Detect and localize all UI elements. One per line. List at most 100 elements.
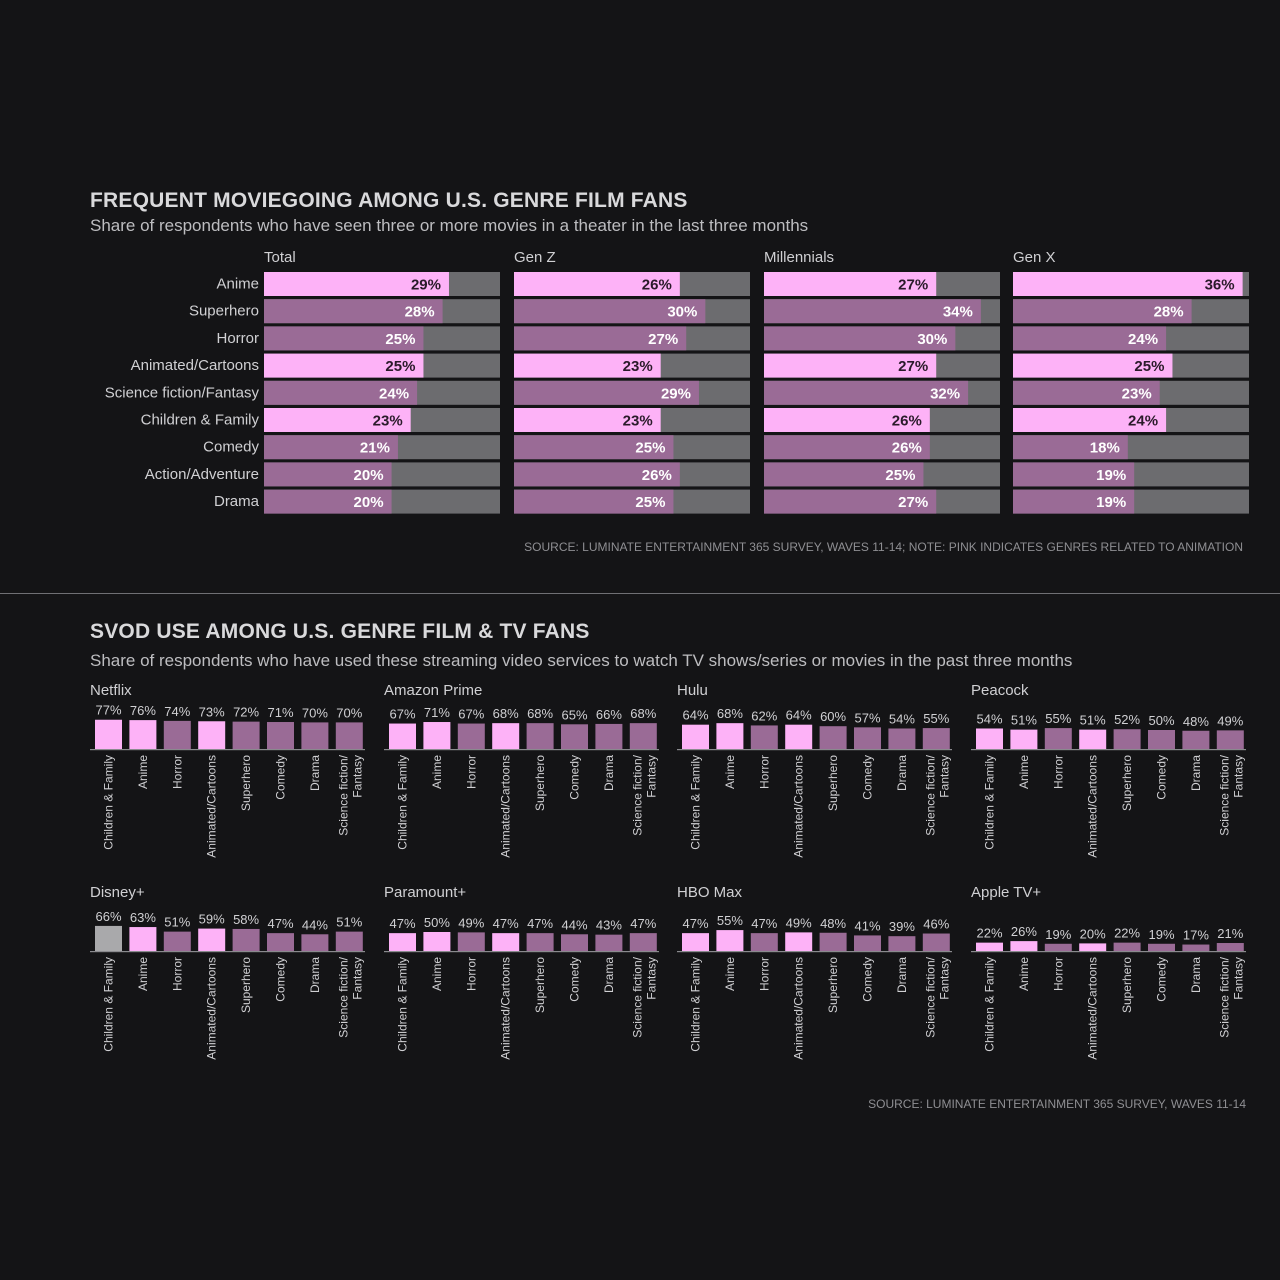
bar-total-action-adventure [264, 462, 392, 487]
bar-hbo-max-anime [716, 930, 744, 951]
bar-amazon-prime-animated-cartoons [492, 723, 520, 749]
moviegoing-bar-chart: Anime Superhero Horror Animated/Cartoons Sci… [105, 249, 1249, 514]
value-label-gen-x-action-adventure: 19% [1096, 467, 1126, 484]
category-label-peacock-comedy: Comedy [1155, 755, 1169, 800]
bar-paramount-horror [457, 932, 485, 951]
row-label-children-family: Children & Family [141, 412, 260, 429]
panel-hbo-max: HBO Max 47% Children & Family 55% Anime 47% Ho… [677, 884, 952, 1060]
value-label-peacock-animated-cartoons: 51% [1080, 713, 1106, 728]
category-label-netflix-comedy: Comedy [274, 755, 288, 800]
value-label-gen-z-animated-cartoons: 23% [623, 358, 653, 375]
value-label-hbo-max-children-family: 47% [682, 916, 708, 931]
value-label-gen-z-children-family: 23% [623, 413, 653, 430]
bar-disney-animated-cartoons [198, 928, 226, 951]
bar-hbo-max-superhero [819, 932, 847, 951]
category-label-hbo-max-children-family: Children & Family [689, 957, 703, 1052]
value-label-hbo-max-horror: 47% [751, 916, 777, 931]
category-label-hbo-max-comedy: Comedy [861, 957, 875, 1002]
bar-millennials-horror [764, 326, 956, 351]
bar-netflix-anime [129, 720, 157, 749]
bar-hbo-max-comedy [854, 935, 881, 951]
value-label-paramount-anime: 50% [424, 915, 450, 930]
category-label-hulu-children-family: Children & Family [689, 755, 703, 850]
panel-paramount: Paramount+ 47% Children & Family 50% Anime 49… [384, 884, 659, 1060]
bar-apple-tv-science-fiction-fantasy [1216, 943, 1244, 951]
bar-hbo-max-children-family [682, 933, 709, 951]
value-label-amazon-prime-comedy: 65% [561, 707, 587, 722]
category-label-netflix-animated-cartoons: Animated/Cartoons [205, 755, 219, 858]
row-label-action-adventure: Action/Adventure [145, 466, 259, 483]
bar-amazon-prime-superhero [526, 723, 554, 749]
bar-hulu-comedy [854, 727, 881, 749]
bar-millennials-superhero [764, 299, 981, 324]
value-label-total-drama: 20% [354, 494, 384, 511]
category-label-netflix-drama: Drama [308, 755, 322, 791]
value-label-disney-comedy: 47% [267, 916, 293, 931]
category-label-disney-horror: Horror [170, 957, 184, 991]
bar-gen-z-anime [514, 272, 680, 296]
panel-amazon-prime: Amazon Prime 67% Children & Family 71% Anime… [384, 682, 659, 858]
baseline-disney [90, 951, 365, 953]
bar-hbo-max-drama [888, 936, 916, 951]
panel-title-amazon-prime: Amazon Prime [384, 682, 482, 699]
category-label-hulu-drama: Drama [895, 755, 909, 791]
value-label-disney-drama: 44% [302, 917, 328, 932]
baseline-amazon-prime [384, 749, 659, 751]
bar-peacock-science-fiction-fantasy [1216, 730, 1244, 749]
bar-hulu-science-fiction-fantasy [922, 728, 950, 749]
value-label-disney-anime: 63% [130, 910, 156, 925]
category-label-netflix-superhero: Superhero [239, 755, 253, 811]
row-label-animated-cartoons: Animated/Cartoons [131, 357, 259, 374]
value-label-gen-x-animated-cartoons: 25% [1134, 358, 1164, 375]
moviegoing-source-note: SOURCE: LUMINATE ENTERTAINMENT 365 SURVE… [524, 540, 1243, 554]
value-label-hulu-anime: 68% [717, 706, 743, 721]
bar-disney-anime [129, 927, 157, 951]
bar-gen-x-comedy [1013, 435, 1128, 460]
value-label-gen-x-drama: 19% [1096, 494, 1126, 511]
value-label-apple-tv-animated-cartoons: 20% [1080, 926, 1106, 941]
bar-total-children-family [264, 408, 411, 432]
bar-apple-tv-children-family [976, 942, 1003, 951]
bar-hulu-anime [716, 723, 744, 749]
category-label-disney-science-fiction-fantasy: Science fiction/Fantasy [336, 956, 364, 1037]
panel-title-gen-z: Gen Z [514, 249, 556, 266]
value-label-paramount-animated-cartoons: 47% [493, 916, 519, 931]
value-label-total-superhero: 28% [405, 304, 435, 321]
value-label-millennials-science-fiction-fantasy: 32% [930, 385, 960, 402]
value-label-millennials-anime: 27% [898, 277, 928, 294]
value-label-apple-tv-horror: 19% [1045, 927, 1071, 942]
category-label-peacock-superhero: Superhero [1120, 755, 1134, 811]
value-label-gen-x-superhero: 28% [1154, 304, 1184, 321]
value-label-hulu-drama: 54% [889, 711, 915, 726]
panel-title-millennials: Millennials [764, 249, 834, 266]
category-label-hbo-max-horror: Horror [757, 957, 771, 991]
bar-total-science-fiction-fantasy [264, 380, 418, 405]
bar-hulu-superhero [819, 726, 847, 749]
panel-netflix: Netflix 77% Children & Family 76% Anime 74% Ho… [90, 682, 365, 858]
value-label-hulu-science-fiction-fantasy: 55% [923, 711, 949, 726]
bar-disney-horror [163, 931, 191, 951]
baseline-peacock [971, 749, 1246, 751]
value-label-hulu-animated-cartoons: 64% [786, 708, 812, 723]
value-label-millennials-horror: 30% [917, 331, 947, 348]
category-label-apple-tv-animated-cartoons: Animated/Cartoons [1086, 957, 1100, 1060]
baseline-netflix [90, 749, 365, 751]
bar-paramount-superhero [526, 933, 554, 951]
bar-apple-tv-superhero [1113, 942, 1141, 951]
value-label-gen-x-science-fiction-fantasy: 23% [1122, 385, 1152, 402]
panel-title-hbo-max: HBO Max [677, 884, 743, 901]
value-label-apple-tv-superhero: 22% [1114, 926, 1140, 941]
panel-title-netflix: Netflix [90, 682, 132, 699]
bar-netflix-children-family [95, 719, 122, 749]
value-label-total-science-fiction-fantasy: 24% [379, 385, 409, 402]
panel-hulu: Hulu 64% Children & Family 68% Anime 62% Horro… [677, 682, 952, 858]
bar-gen-x-drama [1013, 489, 1135, 514]
category-label-paramount-horror: Horror [464, 957, 478, 991]
bar-peacock-drama [1182, 730, 1210, 749]
bar-gen-z-drama [514, 489, 674, 514]
bar-gen-z-comedy [514, 435, 674, 460]
value-label-millennials-action-adventure: 25% [885, 467, 915, 484]
bar-gen-x-animated-cartoons [1013, 353, 1173, 378]
category-label-peacock-horror: Horror [1051, 755, 1065, 789]
panel-title-hulu: Hulu [677, 682, 708, 699]
